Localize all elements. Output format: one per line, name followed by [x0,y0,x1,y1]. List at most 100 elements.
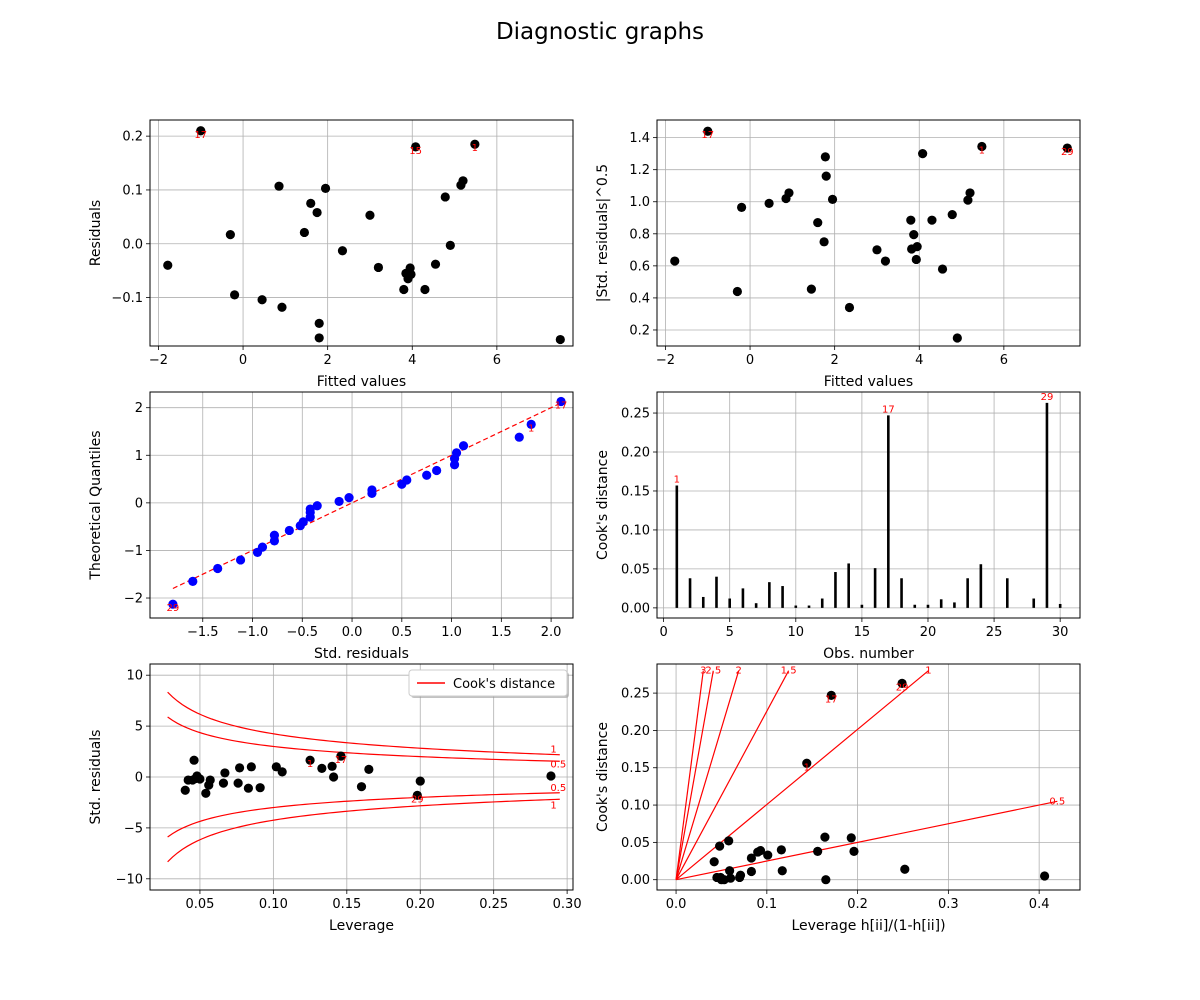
y-tick-label: 0.0 [122,237,143,252]
x-axis-label: Obs. number [823,646,914,662]
axes-frame [149,663,574,891]
data-point [225,230,235,240]
data-point [299,227,309,238]
plot-area [168,396,566,609]
data-point [277,767,287,777]
x-tick-label: 0.0 [342,625,363,640]
axes-frame [656,119,1081,347]
x-tick-label: −2 [149,353,168,368]
point-annotation: 29 [167,603,180,614]
data-point [205,775,215,785]
x-tick-label: 2 [324,353,332,368]
point-annotation: 29 [411,794,424,805]
data-point [458,176,468,186]
plot-area [163,126,565,345]
point-annotation: 29 [1041,392,1054,403]
x-tick-label: 1.0 [441,625,462,640]
point-annotation: 29 [896,682,909,693]
x-tick-label: 5 [726,625,734,640]
data-point [306,198,316,209]
data-point [846,833,856,843]
x-tick-label: −2 [656,353,675,368]
data-point [806,284,816,294]
data-point [364,764,374,774]
y-tick-label: 1.2 [629,163,650,178]
data-point [918,149,928,159]
data-point [445,240,455,250]
y-tick-label: 5 [135,720,143,735]
data-point [909,230,919,240]
y-tick-label: −2 [124,592,143,607]
contour-label: 1 [550,801,556,812]
data-point [514,432,524,442]
data-point [715,841,725,851]
y-tick-label: 2 [135,401,143,416]
data-point [546,771,556,781]
x-tick-label: 4 [408,353,416,368]
data-point [724,836,734,846]
y-axis-label: Std. residuals [88,730,104,825]
y-tick-label: −1 [124,544,143,559]
x-tick-label: 0.1 [756,897,777,912]
y-tick-label: 0.00 [621,873,650,888]
point-annotation: 17 [701,130,714,141]
y-tick-label: 0.25 [621,687,650,702]
data-point [411,142,421,152]
point-annotation: 1 [307,759,313,770]
subplot-1: −2 0 2 4 6 −0.1 0.0 0.1 0.2 Fitted values Residual… [88,119,574,390]
y-tick-label: 1 [135,449,143,464]
data-point [703,126,713,136]
point-annotation: 1 [528,423,534,434]
reference-line [675,800,1058,881]
x-tick-label: 4 [915,353,923,368]
data-point [947,209,957,220]
reference-line [675,670,714,880]
reference-line-label: 2.5 [705,666,721,677]
data-point [1039,871,1050,881]
data-point [269,530,280,540]
data-point [195,774,205,784]
subplot-6: 0.0 0.1 0.2 0.3 0.4 0.00 0.05 0.10 0.15 0.20 0.25 L… [595,663,1081,934]
data-point [764,198,774,208]
data-point [911,254,921,265]
data-point [257,295,267,305]
x-tick-label: 15 [854,625,871,640]
y-tick-label: −10 [116,872,143,887]
data-point [821,875,831,885]
x-tick-label: 30 [1052,625,1069,640]
data-point [880,256,891,266]
figure-title: Diagnostic graphs [496,19,704,45]
plot-area [670,126,1072,343]
y-axis-label: Cook's distance [595,450,611,560]
x-tick-label: 0.0 [666,897,687,912]
data-point [526,419,536,429]
axes-frame [656,391,1081,619]
x-tick-label: 0.25 [479,897,508,912]
y-tick-label: 0.6 [629,259,650,274]
cooks-distance-contour [167,716,560,762]
data-point [365,210,375,220]
data-point [220,768,230,778]
data-point [218,778,229,788]
data-point [432,465,442,476]
data-point [849,846,859,856]
data-point [246,762,256,772]
y-tick-label: 0.15 [621,484,650,499]
point-annotation: 29 [1061,147,1074,158]
data-point [709,857,719,867]
data-point [872,245,882,255]
data-point [415,776,425,786]
data-point [334,496,344,507]
data-point [274,181,284,191]
y-tick-label: 0.8 [629,227,650,242]
x-tick-label: 10 [788,625,805,640]
reference-line-label: 1 [925,666,931,677]
x-tick-label: −1.5 [187,625,219,640]
data-point [327,761,337,771]
data-point [180,785,190,795]
data-point [906,215,916,225]
y-tick-label: 0.25 [621,407,650,422]
data-point [732,286,742,297]
y-tick-label: 0 [135,771,143,786]
data-point [897,678,907,689]
